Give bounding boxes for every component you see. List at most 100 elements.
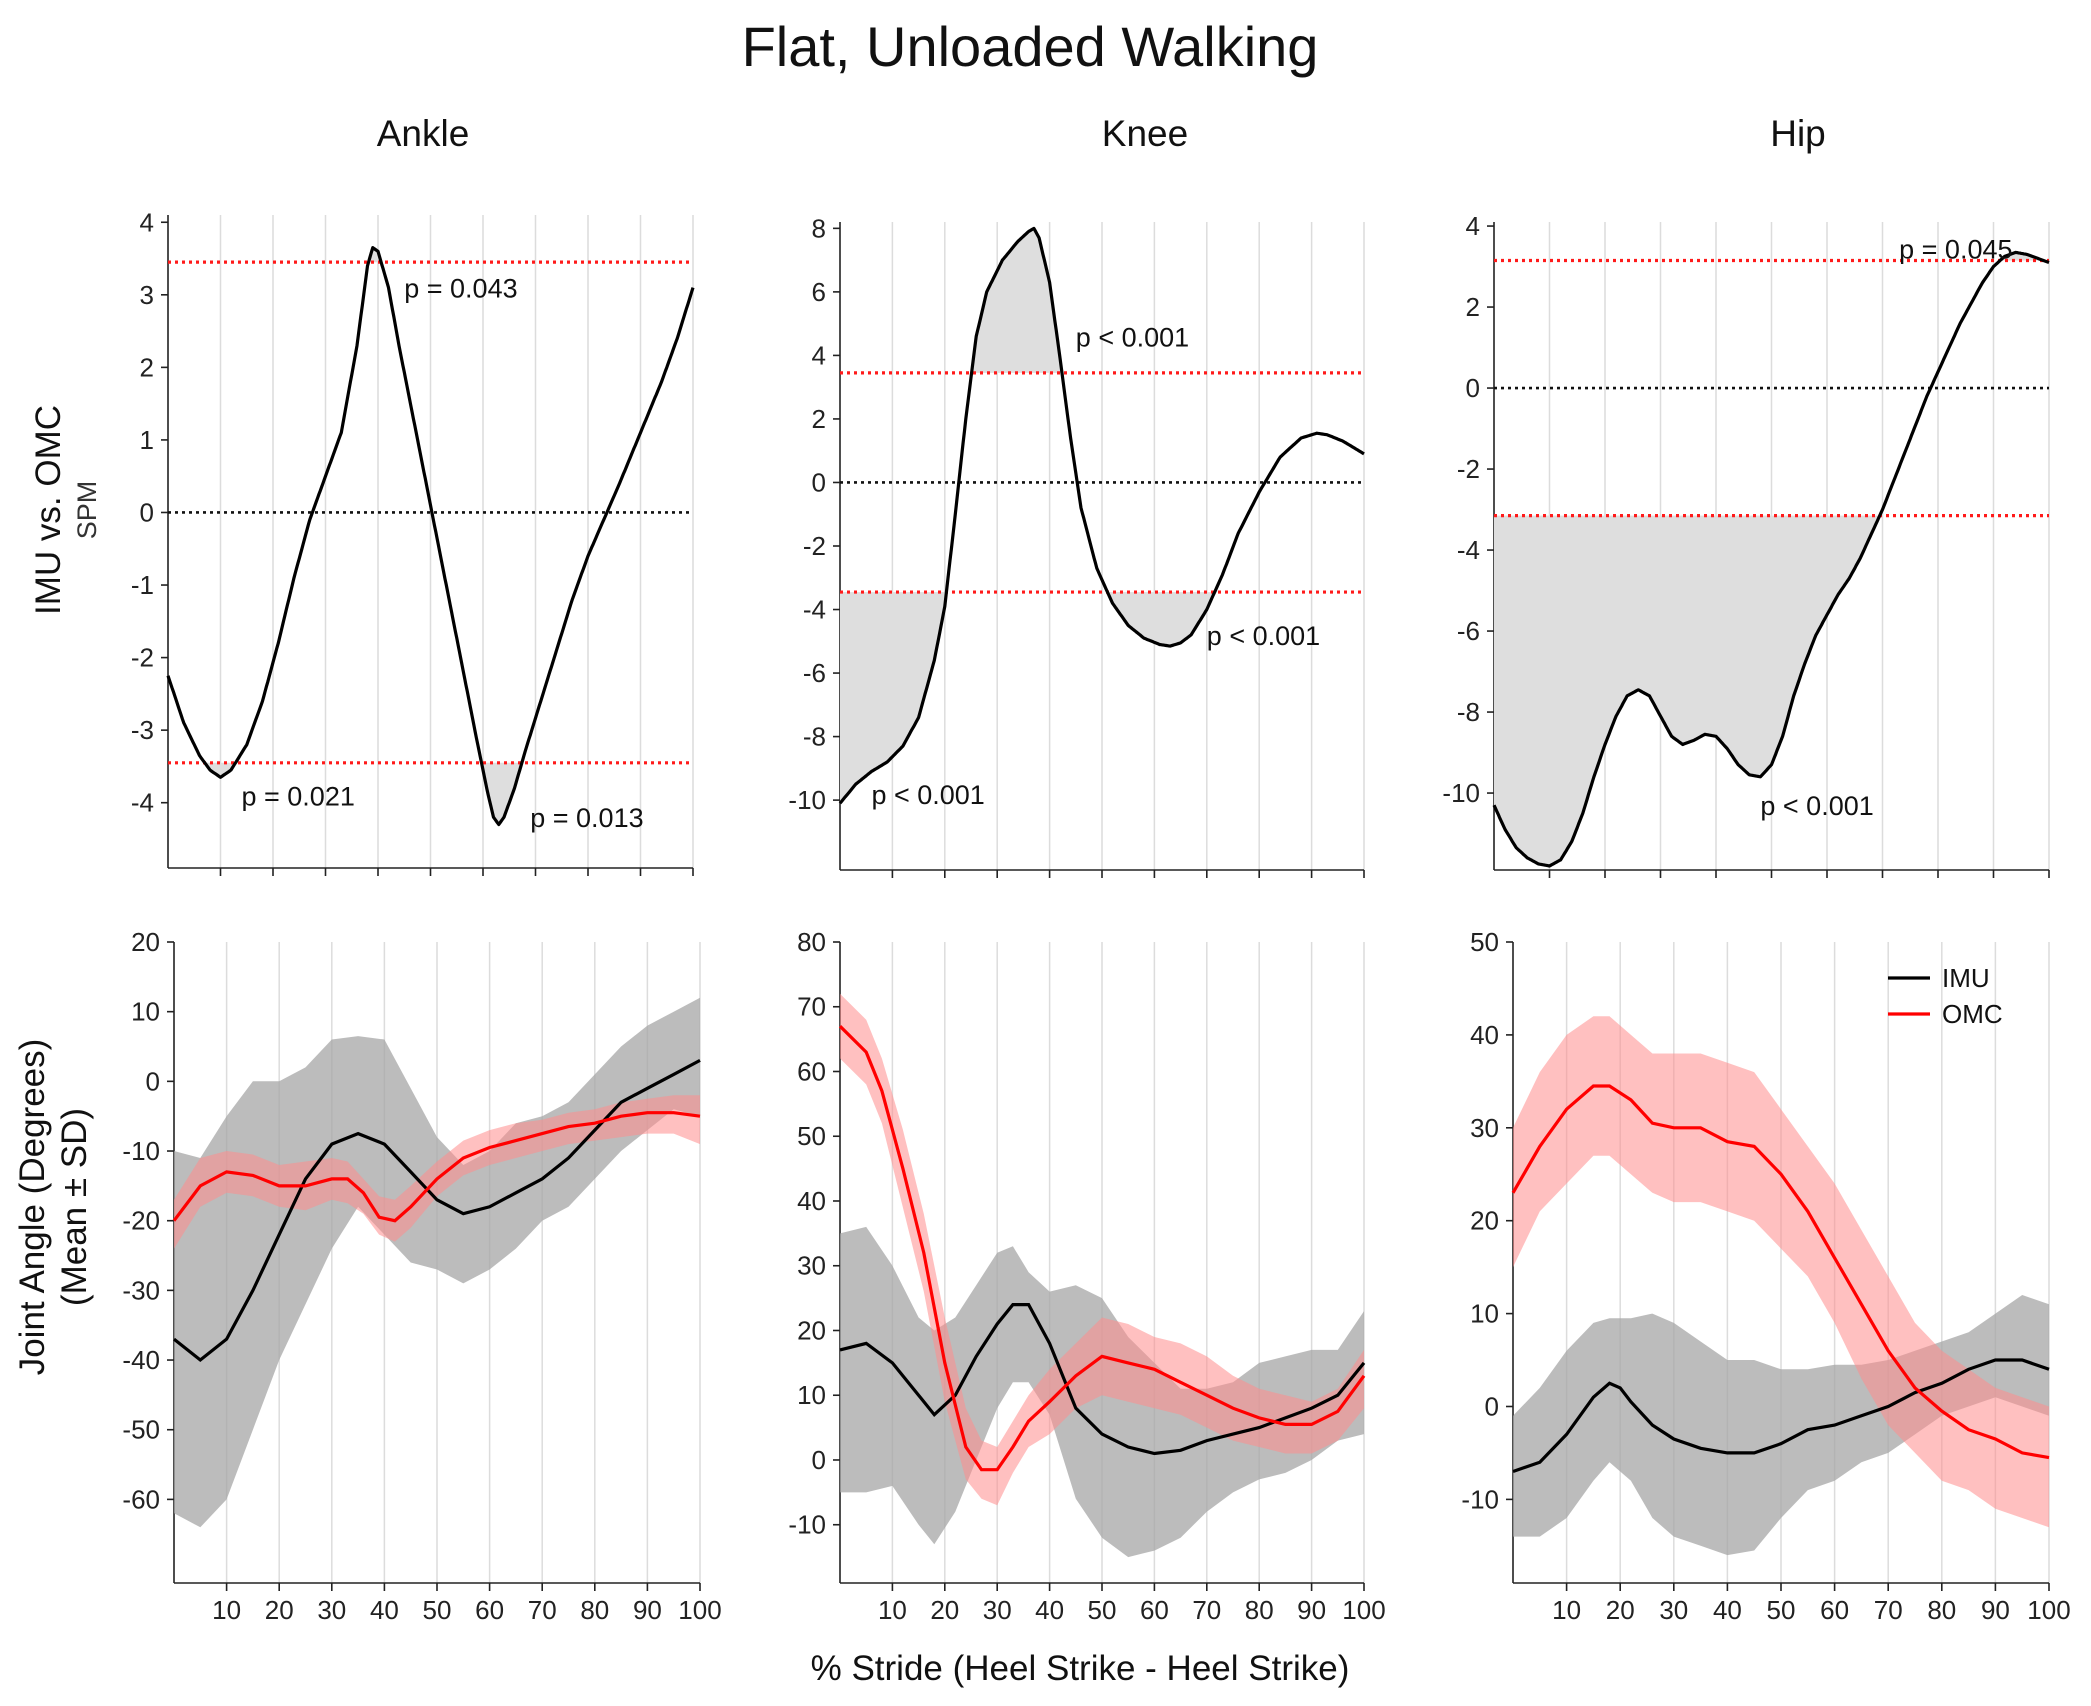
hip-angle-xtick-label-1: 20 — [1606, 1595, 1635, 1625]
ankle-spm-p-value-0: p = 0.043 — [404, 274, 517, 304]
ankle-angle-xtick-label-5: 60 — [475, 1595, 504, 1625]
ankle-spm-significance-cluster-2 — [481, 762, 522, 825]
hip-angle-xtick-label-9: 100 — [2027, 1595, 2070, 1625]
knee-spm-ytick-label-9: -10 — [788, 785, 826, 815]
ankle-angle-omc-mean-line — [172, 1111, 701, 1223]
knee-angle-xtick-label-8: 90 — [1297, 1595, 1326, 1625]
hip-angle-xtick-label-2: 30 — [1659, 1595, 1688, 1625]
hip-angle-omc-sd-band — [1513, 1016, 2049, 1528]
knee-spm-ytick-label-6: -4 — [803, 595, 826, 625]
ankle-angle-ytick-label-4: -20 — [122, 1206, 160, 1236]
knee-angle-ytick-label-7: 10 — [797, 1380, 826, 1410]
knee-spm-ytick-label-2: 4 — [812, 340, 826, 370]
hip-spm-ytick-label-7: -10 — [1442, 778, 1480, 808]
ankle-angle-ytick-label-1: 10 — [131, 997, 160, 1027]
hip-angle-xtick-label-7: 80 — [1927, 1595, 1956, 1625]
knee-angle-xtick-label-2: 30 — [983, 1595, 1012, 1625]
hip-angle-ytick-label-3: 20 — [1470, 1206, 1499, 1236]
knee-spm-p-value-0: p < 0.001 — [1076, 322, 1189, 352]
ankle-angle-ytick-label-2: 0 — [146, 1066, 160, 1096]
hip-spm-p-value-1: p < 0.001 — [1760, 791, 1873, 821]
ankle-spm-ytick-label-1: 3 — [140, 280, 154, 310]
hip-angle-omc-mean-line — [1511, 1084, 2050, 1460]
knee-angle-ytick-label-0: 80 — [797, 927, 826, 957]
hip-angle-ytick-label-4: 10 — [1470, 1299, 1499, 1329]
knee-angle-xtick-label-7: 80 — [1245, 1595, 1274, 1625]
knee-angle-ytick-label-5: 30 — [797, 1251, 826, 1281]
knee-spm-ytick-label-4: 0 — [812, 467, 826, 497]
knee-angle-ytick-label-1: 70 — [797, 992, 826, 1022]
knee-angle-xtick-label-5: 60 — [1140, 1595, 1169, 1625]
knee-spm-significance-cluster-1 — [840, 592, 947, 804]
knee-angle-ytick-label-3: 50 — [797, 1121, 826, 1151]
knee-spm-ytick-label-0: 8 — [812, 213, 826, 243]
ankle-spm-panel: 4 3 2 1 0 -1 -2 -3 -4 p = 0.043 p = 0.021 p = 0.013 — [131, 207, 695, 876]
ankle-angle-xtick-label-7: 80 — [580, 1595, 609, 1625]
hip-spm-significance-cluster-1 — [1494, 515, 1879, 866]
knee-angle-xtick-label-6: 70 — [1192, 1595, 1221, 1625]
hip-angle-ytick-label-0: 50 — [1470, 927, 1499, 957]
knee-angle-xtick-label-4: 50 — [1088, 1595, 1117, 1625]
knee-spm-p-value-2: p < 0.001 — [871, 780, 984, 810]
ankle-spm-ytick-label-8: -4 — [131, 788, 154, 818]
knee-angle-omc-sd-band — [840, 993, 1364, 1506]
knee-spm-p-value-1: p < 0.001 — [1207, 621, 1320, 651]
ankle-angle-xtick-label-3: 40 — [370, 1595, 399, 1625]
knee-angle-imu-mean-line — [839, 1303, 1366, 1456]
ankle-angle-ytick-label-8: -60 — [122, 1484, 160, 1514]
ankle-spm-ytick-label-7: -3 — [131, 715, 154, 745]
ankle-angle-omc-sd-band — [174, 1095, 700, 1249]
column-title-hip: Hip — [1770, 113, 1826, 154]
hip-angle-xtick-label-3: 40 — [1713, 1595, 1742, 1625]
hip-angle-xtick-label-4: 50 — [1767, 1595, 1796, 1625]
ankle-spm-ytick-label-3: 1 — [140, 425, 154, 455]
knee-spm-significance-cluster-2 — [1108, 592, 1214, 647]
hip-spm-panel: 4 2 0 -2 -4 -6 -8 -10 p = 0.045 p < 0.001 — [1442, 211, 2050, 878]
knee-spm-ytick-label-3: 2 — [812, 404, 826, 434]
x-axis-label: % Stride (Heel Strike - Heel Strike) — [811, 1649, 1350, 1688]
hip-angle-imu-mean-line — [1512, 1358, 2050, 1474]
hip-angle-ytick-label-6: -10 — [1461, 1484, 1499, 1514]
knee-angle-xtick-label-0: 10 — [878, 1595, 907, 1625]
legend: IMU OMC — [1888, 963, 2003, 1029]
ankle-spm-ytick-label-4: 0 — [140, 497, 154, 527]
knee-angle-omc-mean-line — [838, 1025, 1366, 1472]
hip-angle-ytick-label-5: 0 — [1485, 1391, 1499, 1421]
hip-angle-ytick-label-2: 30 — [1470, 1113, 1499, 1143]
knee-spm-ytick-label-8: -8 — [803, 722, 826, 752]
column-title-ankle: Ankle — [377, 113, 470, 154]
ankle-spm-significance-cluster-1 — [206, 762, 235, 778]
ankle-angle-ytick-label-3: -10 — [122, 1136, 160, 1166]
knee-angle-ytick-label-6: 20 — [797, 1315, 826, 1345]
hip-spm-spm-curve — [1492, 250, 2050, 868]
hip-spm-ytick-label-5: -6 — [1457, 616, 1480, 646]
legend-imu-label: IMU — [1942, 963, 1990, 993]
knee-spm-spm-curve — [838, 226, 1365, 805]
ankle-angle-imu-mean-line — [173, 1058, 701, 1363]
ankle-angle-xtick-label-1: 20 — [265, 1595, 294, 1625]
hip-angle-xtick-label-5: 60 — [1820, 1595, 1849, 1625]
knee-spm-ytick-label-1: 6 — [812, 277, 826, 307]
hip-spm-p-value-0: p = 0.045 — [1899, 234, 2012, 264]
hip-spm-ytick-label-2: 0 — [1466, 373, 1480, 403]
legend-omc-label: OMC — [1942, 999, 2003, 1029]
ankle-spm-p-value-2: p = 0.013 — [530, 803, 643, 833]
hip-angle-xtick-label-8: 90 — [1981, 1595, 2010, 1625]
knee-spm-panel: 8 6 4 2 0 -2 -4 -6 -8 -10 p < 0.001 p < 0.001 p < 0.… — [788, 213, 1365, 878]
knee-angle-ytick-label-8: 0 — [812, 1445, 826, 1475]
ankle-spm-spm-curve — [166, 246, 695, 827]
knee-angle-ytick-label-2: 60 — [797, 1056, 826, 1086]
hip-spm-ytick-label-1: 2 — [1466, 292, 1480, 322]
ankle-angle-xtick-label-6: 70 — [528, 1595, 557, 1625]
knee-spm-significance-cluster-0 — [972, 228, 1062, 373]
knee-spm-ytick-label-7: -6 — [803, 658, 826, 688]
knee-spm-ytick-label-5: -2 — [803, 531, 826, 561]
knee-angle-ytick-label-4: 40 — [797, 1186, 826, 1216]
knee-angle-ytick-label-9: -10 — [788, 1510, 826, 1540]
knee-angle-xtick-label-9: 100 — [1342, 1595, 1385, 1625]
spm-ylabel-main: IMU vs. OMC — [29, 405, 68, 615]
column-title-knee: Knee — [1102, 113, 1188, 154]
ankle-spm-ytick-label-6: -2 — [131, 643, 154, 673]
